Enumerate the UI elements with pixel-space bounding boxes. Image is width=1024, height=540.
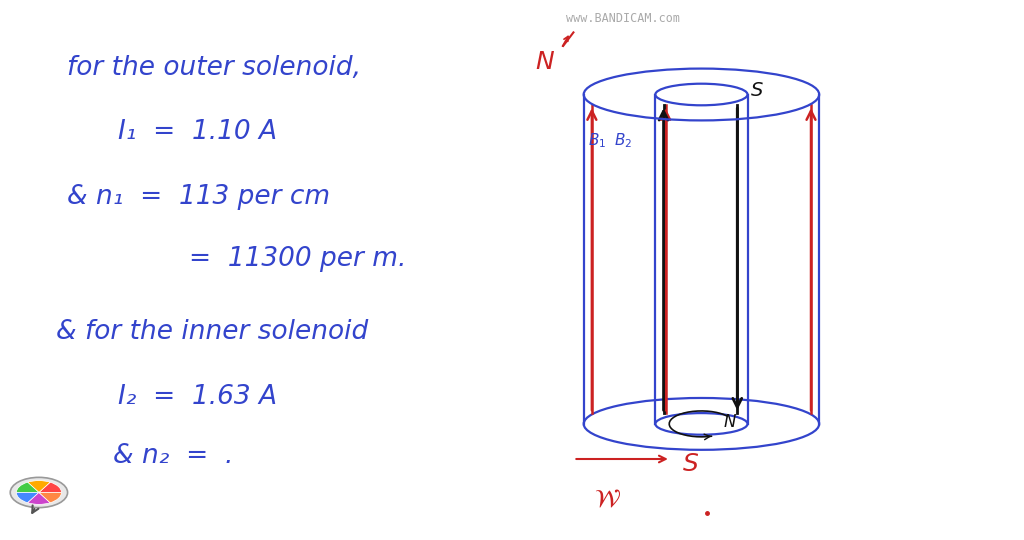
Text: $B_2$: $B_2$ <box>614 131 633 150</box>
Text: & n₂  =  .: & n₂ = . <box>113 443 233 469</box>
Text: S: S <box>683 453 699 476</box>
Text: $\mathcal{W}$: $\mathcal{W}$ <box>594 488 621 511</box>
Wedge shape <box>16 482 39 492</box>
Text: I₂  =  1.63 A: I₂ = 1.63 A <box>118 384 276 410</box>
Text: & n₁  =  113 per cm: & n₁ = 113 per cm <box>67 184 330 210</box>
Text: www.BANDICAM.com: www.BANDICAM.com <box>565 12 680 25</box>
Wedge shape <box>28 492 50 504</box>
Wedge shape <box>39 492 61 503</box>
Text: N: N <box>724 413 736 431</box>
Wedge shape <box>39 482 61 492</box>
Text: & for the inner solenoid: & for the inner solenoid <box>56 319 369 345</box>
Text: =  11300 per m.: = 11300 per m. <box>189 246 407 272</box>
Text: $B_1$: $B_1$ <box>588 131 606 150</box>
Text: N: N <box>536 50 554 74</box>
Wedge shape <box>16 492 39 503</box>
Text: S: S <box>751 80 763 100</box>
Circle shape <box>10 477 68 508</box>
Wedge shape <box>28 481 50 492</box>
Text: I₁  =  1.10 A: I₁ = 1.10 A <box>118 119 276 145</box>
Text: for the outer solenoid,: for the outer solenoid, <box>67 55 360 80</box>
